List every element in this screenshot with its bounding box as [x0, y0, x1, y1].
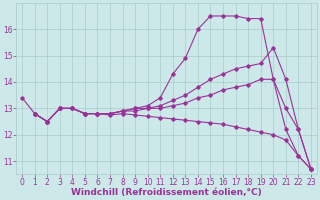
- X-axis label: Windchill (Refroidissement éolien,°C): Windchill (Refroidissement éolien,°C): [71, 188, 262, 197]
